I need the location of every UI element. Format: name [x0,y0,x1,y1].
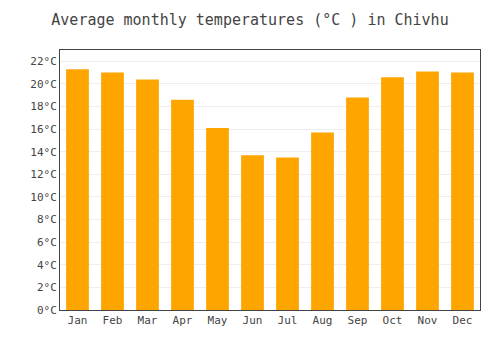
svg-text:0°C: 0°C [37,304,57,317]
svg-text:Feb: Feb [103,314,123,327]
svg-text:8°C: 8°C [37,213,57,226]
svg-text:Average monthly temperatures (: Average monthly temperatures (°C ) in Ch… [51,11,448,29]
svg-text:Dec: Dec [453,314,473,327]
svg-text:10°C: 10°C [30,191,57,204]
svg-text:4°C: 4°C [37,259,57,272]
svg-text:2°C: 2°C [37,281,57,294]
svg-text:18°C: 18°C [30,100,57,113]
svg-text:Aug: Aug [313,314,333,327]
svg-text:6°C: 6°C [37,236,57,249]
svg-text:14°C: 14°C [30,146,57,159]
svg-text:May: May [208,314,228,327]
svg-text:Oct: Oct [383,314,403,327]
svg-text:Nov: Nov [418,314,438,327]
svg-text:20°C: 20°C [30,78,57,91]
svg-text:Jul: Jul [278,314,298,327]
svg-text:16°C: 16°C [30,123,57,136]
svg-text:Apr: Apr [173,314,193,327]
svg-text:Jan: Jan [68,314,88,327]
svg-text:Sep: Sep [348,314,368,327]
svg-text:Jun: Jun [243,314,263,327]
svg-text:12°C: 12°C [30,168,57,181]
svg-text:22°C: 22°C [30,55,57,68]
svg-text:Mar: Mar [138,314,158,327]
